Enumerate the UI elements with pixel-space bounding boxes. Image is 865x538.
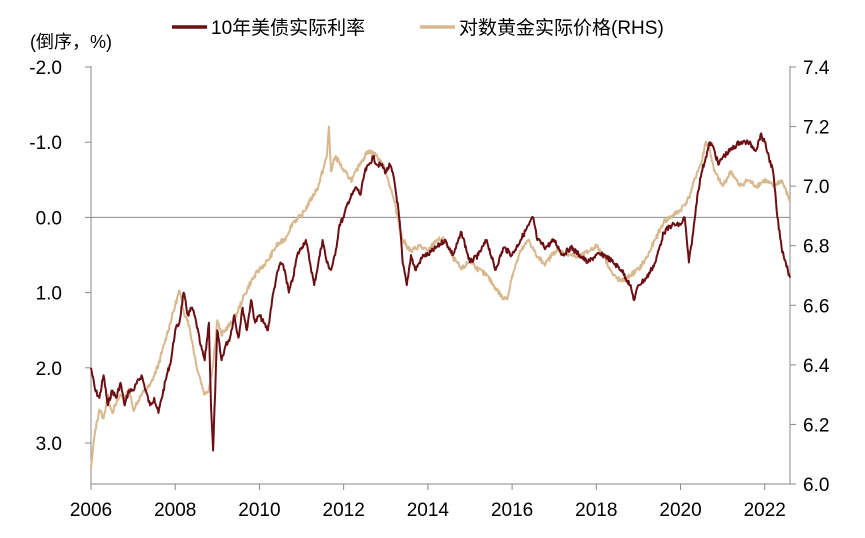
legend-label-real-rate: 10年美债实际利率 xyxy=(211,17,365,39)
y-left-tick-label: 0.0 xyxy=(36,208,62,229)
x-ticks: 2006 2008 2010 2012 2014 2016 2018 2020 2022 xyxy=(70,484,786,521)
y-right-tick-label: 6.8 xyxy=(803,237,829,258)
y-right-tick-label: 7.4 xyxy=(803,58,830,79)
y-right-tick-label: 6.0 xyxy=(803,475,829,496)
series-line-gold xyxy=(90,125,791,470)
y-left-axis-label: (倒序，%) xyxy=(30,32,112,52)
x-tick-label: 2014 xyxy=(407,500,450,521)
y-left-ticks: -2.0 -1.0 0.0 1.0 2.0 3.0 xyxy=(29,58,91,455)
y-right-tick-label: 6.4 xyxy=(803,356,830,377)
y-left-tick-label: 1.0 xyxy=(36,284,62,305)
y-right-ticks: 7.4 7.2 7.0 6.8 6.6 6.4 6.2 6.0 xyxy=(790,58,830,496)
x-tick-label: 2016 xyxy=(491,500,533,521)
y-left-tick-label: 2.0 xyxy=(36,359,62,380)
series-line-real-rate xyxy=(90,132,791,452)
x-tick-label: 2012 xyxy=(323,500,365,521)
x-tick-label: 2020 xyxy=(659,500,701,521)
x-tick-label: 2010 xyxy=(238,500,280,521)
x-tick-label: 2022 xyxy=(744,500,786,521)
y-right-tick-label: 7.0 xyxy=(803,177,829,198)
x-tick-label: 2008 xyxy=(154,500,196,521)
series-layer xyxy=(90,125,791,470)
legend: 10年美债实际利率 对数黄金实际价格(RHS) xyxy=(172,17,664,39)
x-tick-label: 2018 xyxy=(575,500,617,521)
y-right-tick-label: 7.2 xyxy=(803,118,829,139)
y-left-tick-label: -1.0 xyxy=(29,133,62,154)
legend-label-gold: 对数黄金实际价格(RHS) xyxy=(459,17,664,39)
y-right-tick-label: 6.6 xyxy=(803,296,829,317)
y-right-tick-label: 6.2 xyxy=(803,415,829,436)
y-left-tick-label: 3.0 xyxy=(36,434,62,455)
x-tick-label: 2006 xyxy=(70,500,112,521)
y-left-tick-label: -2.0 xyxy=(29,58,62,79)
